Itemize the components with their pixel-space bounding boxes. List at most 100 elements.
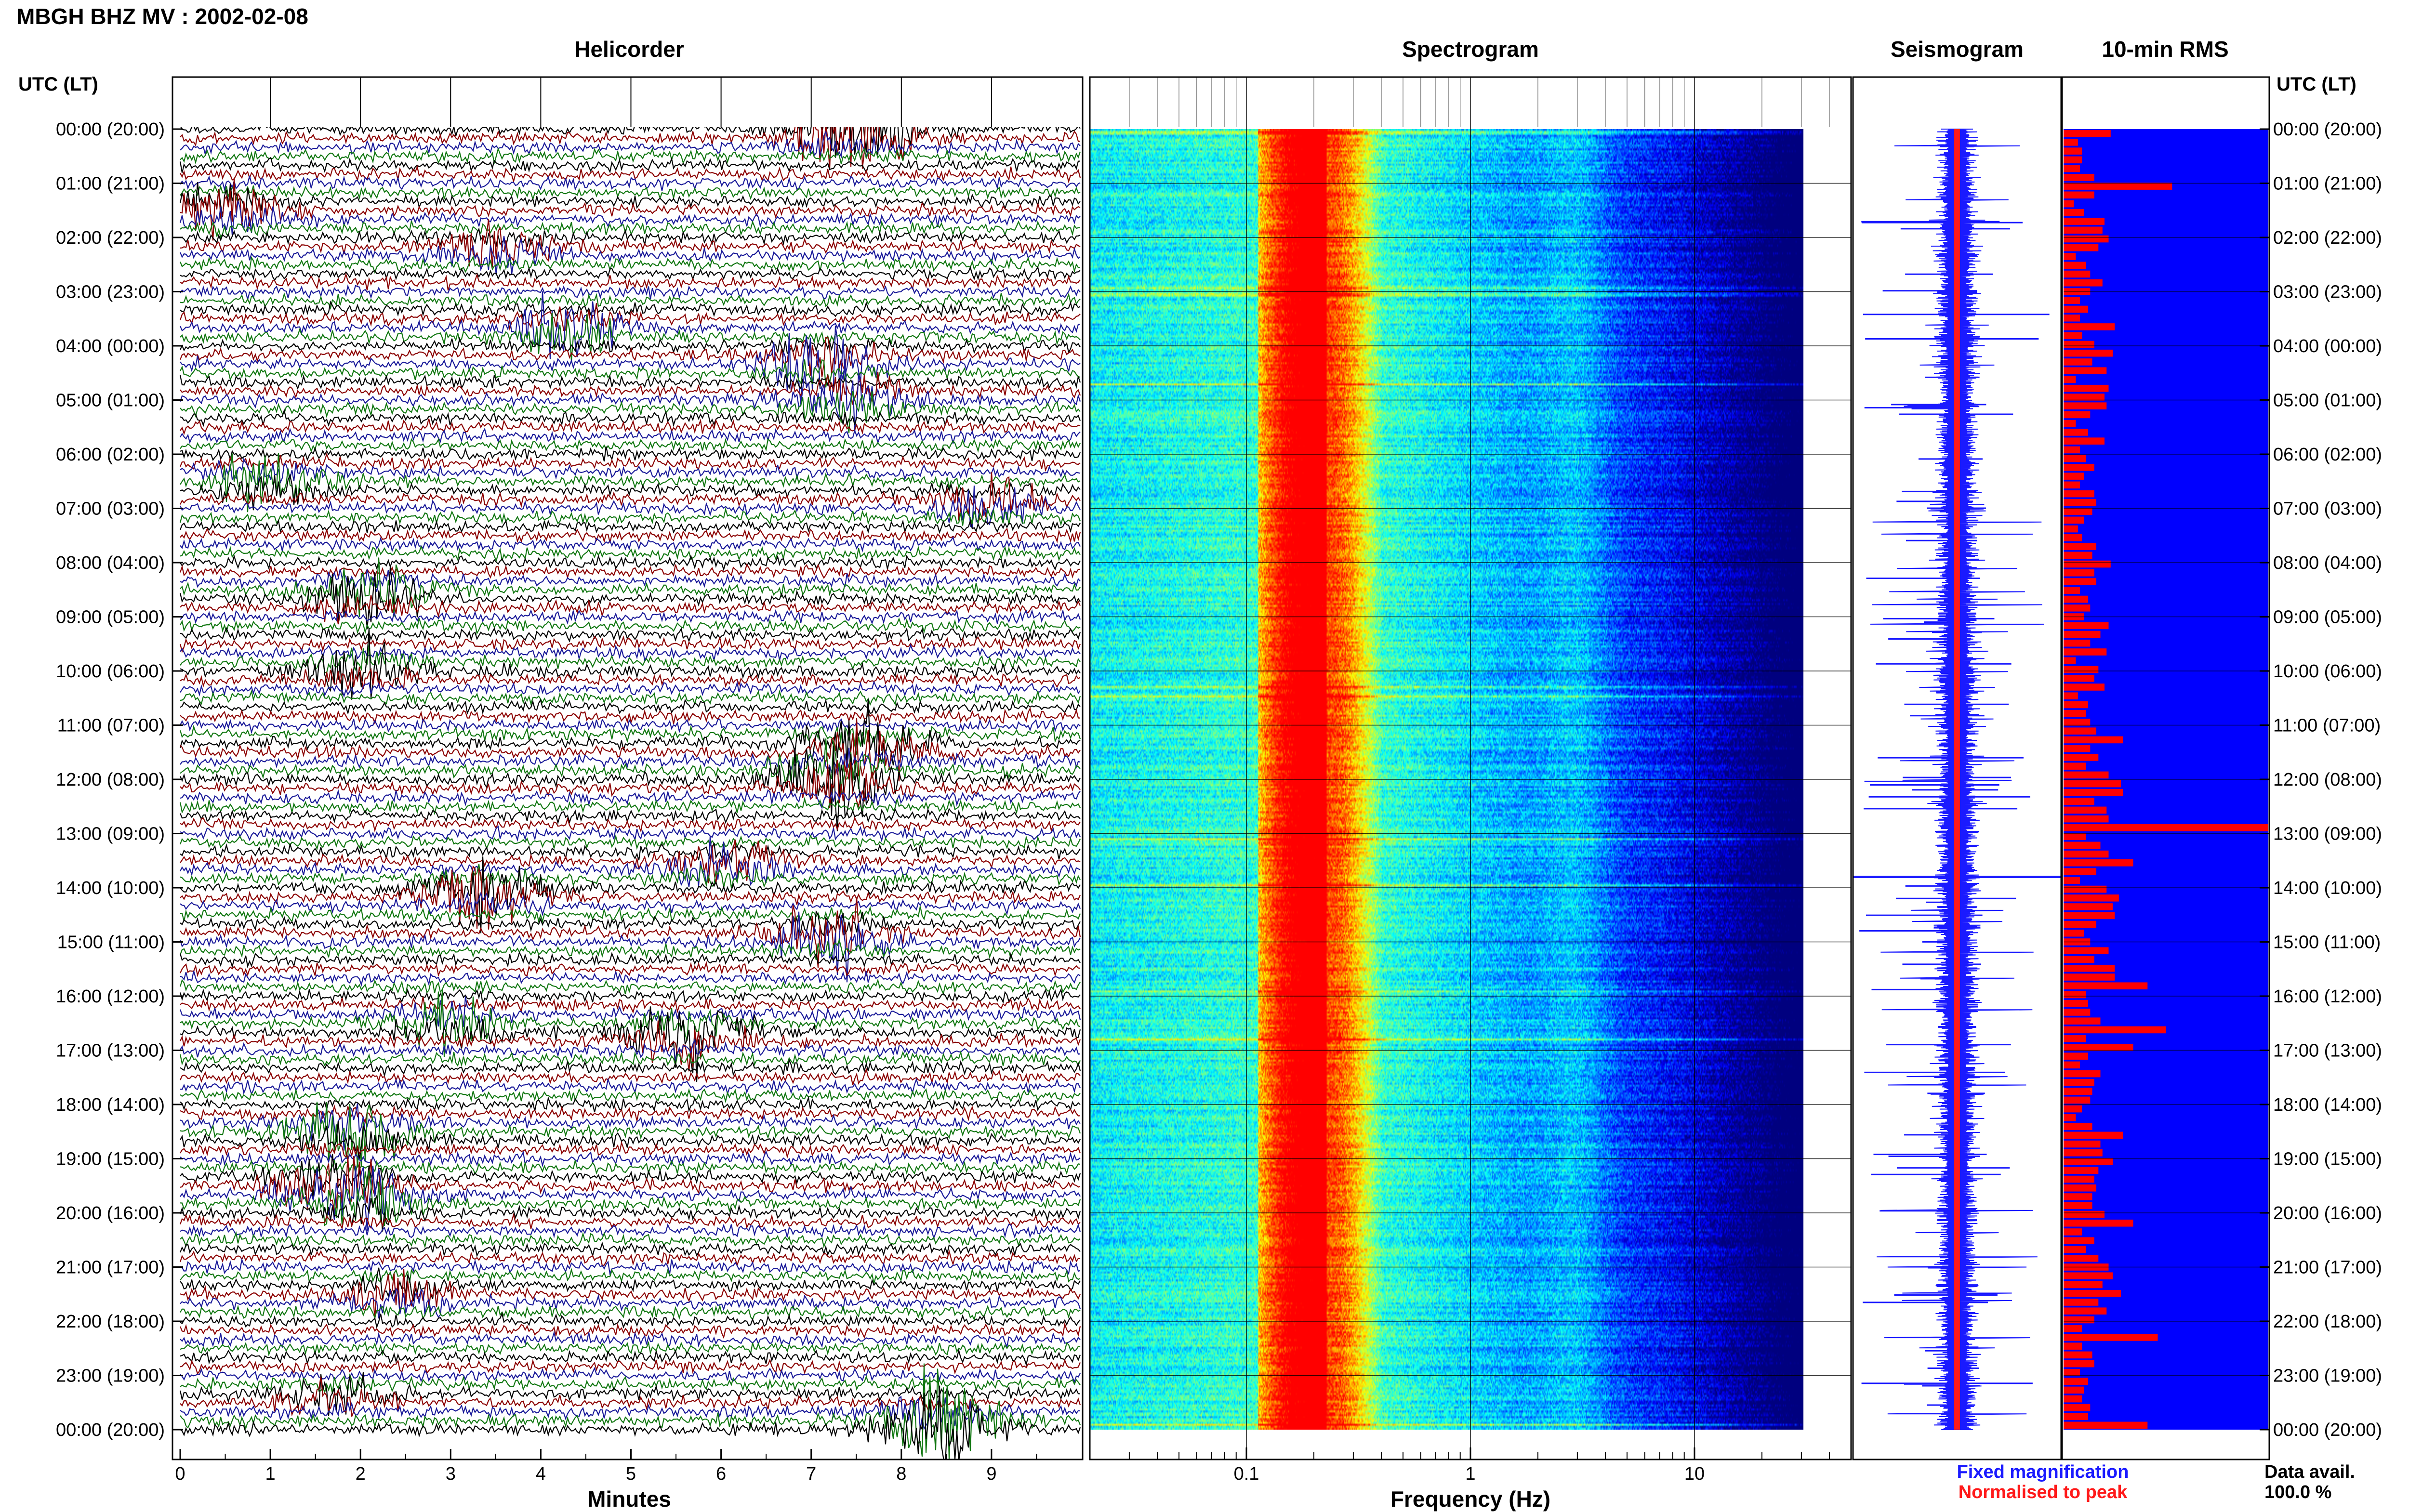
helicorder-trace (180, 689, 1081, 706)
left-time-label: UTC (LT) (18, 74, 98, 95)
right-time-tick-label: 00:00 (20:00) (2273, 1420, 2382, 1440)
rms-grid (2064, 183, 2268, 1376)
helicorder-trace (180, 971, 1081, 987)
rms-bar (2064, 332, 2082, 340)
rms-bar (2064, 1246, 2086, 1253)
left-time-tick-label: 04:00 (00:00) (56, 336, 165, 356)
rms-bar (2064, 1088, 2092, 1095)
helicorder-trace (180, 284, 1081, 300)
rms-bar (2064, 587, 2080, 594)
helicorder-grid (270, 77, 992, 127)
rms-bar (2064, 394, 2105, 401)
rms-bar (2064, 798, 2094, 805)
helicorder-trace (180, 554, 1081, 572)
rms-bar (2064, 727, 2096, 735)
helicorder-trace (180, 718, 1081, 782)
rms-bar (2064, 815, 2109, 823)
helicorder-trace (180, 127, 1081, 171)
helicorder-trace (180, 165, 1081, 184)
helicorder-title: Helicorder (574, 37, 684, 62)
rms-bar (2064, 692, 2078, 699)
helicorder-trace (179, 1249, 1081, 1267)
rms-bar (2064, 200, 2074, 208)
helicorder-trace (180, 326, 1081, 404)
rms-bar (2064, 1193, 2092, 1200)
helicorder-trace (180, 220, 1081, 239)
right-time-label: UTC (LT) (2277, 74, 2356, 95)
helicorder-trace (179, 507, 1081, 526)
helicorder-trace (180, 272, 1081, 291)
helicorder-trace (180, 707, 1081, 725)
rms-bar (2064, 736, 2123, 744)
helicorder-trace (179, 978, 1081, 996)
helicorder-trace (180, 569, 1081, 592)
helicorder-trace (180, 836, 1081, 887)
data-availability-value: 100.0 % (2264, 1482, 2331, 1502)
helicorder-trace (179, 255, 1081, 274)
helicorder-traces (179, 127, 1081, 1459)
rms-bar (2064, 1079, 2094, 1086)
rms-bar (2064, 384, 2109, 392)
helicorder-trace (180, 609, 1081, 625)
right-time-tick-label: 15:00 (11:00) (2273, 933, 2381, 953)
helicorder-trace (180, 628, 1081, 700)
helicorder-trace (180, 337, 1081, 355)
rms-bar (2064, 543, 2096, 550)
helicorder-x-tick-label: 2 (356, 1464, 366, 1484)
helicorder-trace (180, 127, 1081, 158)
rms-bars (2064, 130, 2268, 1429)
rms-bar (2064, 1123, 2092, 1130)
helicorder-trace (180, 909, 1081, 937)
helicorder-x-tick-label: 4 (536, 1464, 546, 1484)
rms-bar (2064, 218, 2105, 225)
helicorder-trace (179, 1050, 1081, 1067)
helicorder-x-tick-label: 3 (446, 1464, 456, 1484)
helicorder-trace (180, 1231, 1081, 1249)
rms-bar (2064, 745, 2091, 752)
helicorder-trace (180, 1058, 1081, 1077)
helicorder-trace (180, 1341, 1081, 1356)
helicorder-trace (180, 1102, 1081, 1168)
rms-bar (2064, 1299, 2099, 1306)
rms-bar (2064, 622, 2109, 630)
helicorder-trace (179, 374, 1081, 390)
rms-bar (2064, 165, 2080, 172)
rms-bar (2064, 973, 2115, 981)
rms-bar (2064, 780, 2121, 788)
helicorder-trace (179, 563, 1081, 579)
rms-bar (2064, 1175, 2094, 1183)
helicorder-x-tick-label: 6 (716, 1464, 726, 1484)
helicorder-trace (179, 1322, 1081, 1339)
helicorder-trace (180, 418, 1081, 435)
rms-bar (2064, 859, 2133, 867)
rms-bar (2064, 763, 2086, 770)
rms-bar (2064, 1158, 2113, 1165)
spectrogram-grid (1089, 77, 1852, 1459)
helicorder-trace (180, 856, 1081, 933)
helicorder-trace (180, 1267, 1081, 1302)
left-time-tick-label: 09:00 (05:00) (56, 607, 165, 628)
rms-bar (2064, 956, 2094, 963)
right-time-tick-label: 07:00 (03:00) (2273, 499, 2382, 519)
helicorder-trace (180, 738, 1081, 794)
helicorder-trace (180, 864, 1081, 890)
rms-bar (2064, 1070, 2101, 1078)
rms-bar (2064, 894, 2119, 902)
rms-bar (2064, 183, 2172, 190)
rms-bar (2064, 947, 2109, 955)
rms-bar (2064, 437, 2105, 445)
left-time-tick-label: 00:00 (20:00) (56, 1420, 165, 1440)
helicorder-trace (180, 1006, 1081, 1082)
rms-bar (2064, 1342, 2082, 1350)
rms-bar (2064, 982, 2148, 990)
helicorder-trace (180, 680, 1081, 698)
right-time-tick-label: 02:00 (22:00) (2273, 228, 2382, 248)
rms-bar (2064, 147, 2082, 155)
rms-bar (2064, 314, 2080, 322)
rms-bar (2064, 473, 2084, 480)
helicorder-trace (180, 453, 1081, 513)
rms-bar (2064, 999, 2088, 1007)
rms-bar (2064, 824, 2268, 831)
helicorder-trace (180, 1312, 1081, 1329)
right-time-tick-label: 21:00 (17:00) (2273, 1258, 2382, 1278)
